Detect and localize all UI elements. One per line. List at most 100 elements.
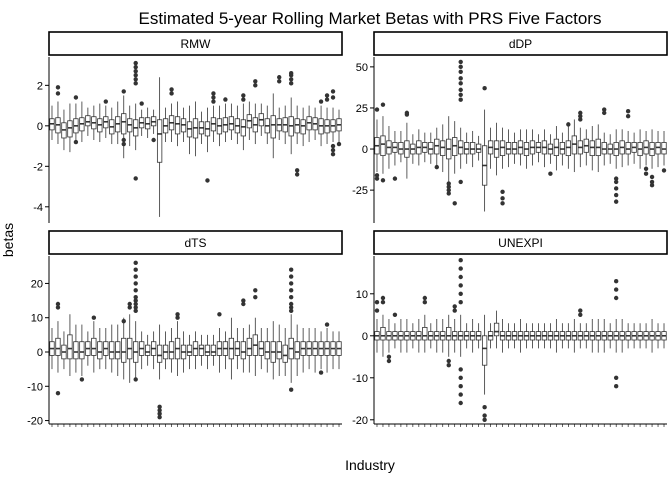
- box-48: [330, 331, 336, 370]
- box-iqr: [505, 142, 512, 155]
- box-35: [577, 110, 583, 168]
- outlier-point: [482, 86, 487, 91]
- box-iqr: [97, 341, 103, 360]
- box-5: [73, 95, 79, 145]
- box-4: [392, 312, 398, 349]
- outlier-point: [288, 274, 294, 279]
- outlier-point: [482, 417, 487, 422]
- box-46: [318, 331, 324, 375]
- outlier-point: [55, 85, 61, 90]
- box-44: [306, 328, 312, 370]
- box-39: [601, 319, 607, 353]
- outlier-point: [458, 300, 463, 305]
- box-23: [180, 107, 187, 143]
- box-7: [85, 331, 91, 366]
- x-axis-label: Industry: [345, 457, 395, 473]
- outlier-point: [133, 176, 138, 181]
- outlier-point: [330, 95, 336, 100]
- outlier-point: [288, 308, 294, 314]
- box-45: [312, 107, 318, 140]
- box-45: [637, 323, 643, 349]
- facet-rmw: RMW 2 0 -2 -4: [33, 31, 343, 223]
- box-5: [398, 130, 404, 163]
- box-iqr: [240, 341, 246, 360]
- box-25: [192, 331, 199, 370]
- box-iqr: [380, 135, 386, 157]
- box-22: [499, 127, 506, 206]
- outlier-point: [253, 79, 258, 84]
- box-20: [487, 127, 494, 169]
- outlier-point: [217, 312, 222, 317]
- box-11: [434, 127, 440, 170]
- outlier-point: [446, 191, 451, 196]
- outlier-point: [133, 281, 138, 286]
- y-tick-label: 25: [356, 103, 368, 115]
- facet-strip: [373, 230, 668, 255]
- facet-strip-label: dDP: [509, 37, 532, 51]
- box-19: [481, 86, 488, 212]
- box-29: [541, 323, 548, 349]
- box-iqr: [422, 326, 428, 341]
- outlier-point: [318, 370, 324, 375]
- outlier-point: [613, 287, 619, 292]
- box-45: [312, 328, 318, 373]
- box-21: [493, 122, 500, 176]
- y-tick-label: 0: [362, 331, 368, 343]
- outlier-point: [157, 414, 162, 420]
- box-48: [655, 323, 661, 349]
- y-tick-label: -2: [33, 161, 43, 173]
- facet-strip-label: dTS: [184, 236, 206, 250]
- outlier-point: [482, 405, 487, 410]
- outlier-point: [643, 166, 649, 171]
- box-8: [91, 105, 97, 140]
- box-38: [270, 321, 276, 380]
- box-17: [145, 334, 151, 366]
- y-tick-label: -10: [352, 373, 368, 385]
- box-32: [559, 132, 565, 166]
- box-20: [487, 323, 494, 349]
- box-26: [523, 129, 530, 169]
- box-iqr: [156, 344, 163, 363]
- box-28: [210, 334, 217, 366]
- box-29: [216, 105, 223, 147]
- box-iqr: [79, 341, 85, 360]
- box-42: [294, 105, 300, 177]
- box-iqr: [565, 140, 571, 157]
- box-9: [97, 103, 103, 143]
- box-13: [446, 314, 452, 368]
- box-iqr: [168, 341, 175, 360]
- box-iqr: [428, 142, 434, 155]
- box-31: [228, 103, 235, 140]
- box-15: [133, 260, 139, 382]
- outlier-point: [55, 91, 61, 96]
- outlier-point: [133, 294, 138, 300]
- box-34: [571, 119, 577, 173]
- outlier-point: [253, 83, 258, 88]
- box-iqr: [198, 344, 205, 356]
- box-iqr: [55, 337, 61, 356]
- box-iqr: [204, 344, 211, 356]
- box-13: [121, 317, 127, 380]
- outlier-point: [578, 113, 583, 119]
- box-20: [162, 107, 169, 143]
- box-2: [380, 102, 386, 183]
- outlier-point: [133, 274, 138, 279]
- outlier-point: [386, 354, 392, 359]
- outlier-point: [500, 189, 505, 194]
- outlier-point: [452, 304, 457, 309]
- box-iqr: [589, 140, 595, 157]
- box-iqr: [294, 341, 300, 360]
- box-44: [306, 105, 312, 143]
- outlier-point: [133, 377, 138, 382]
- outlier-point: [458, 367, 463, 372]
- outlier-point: [613, 176, 619, 181]
- box-41: [288, 70, 294, 155]
- outlier-point: [458, 274, 463, 280]
- box-33: [240, 298, 246, 373]
- facet-grid: RMW20-2-4dDP50250-25dTS20100-10-20UNEXPI…: [27, 31, 668, 428]
- outlier-point: [548, 171, 553, 176]
- outlier-point: [458, 283, 463, 288]
- outlier-point: [223, 97, 228, 102]
- box-42: [294, 324, 300, 376]
- box-24: [186, 334, 193, 370]
